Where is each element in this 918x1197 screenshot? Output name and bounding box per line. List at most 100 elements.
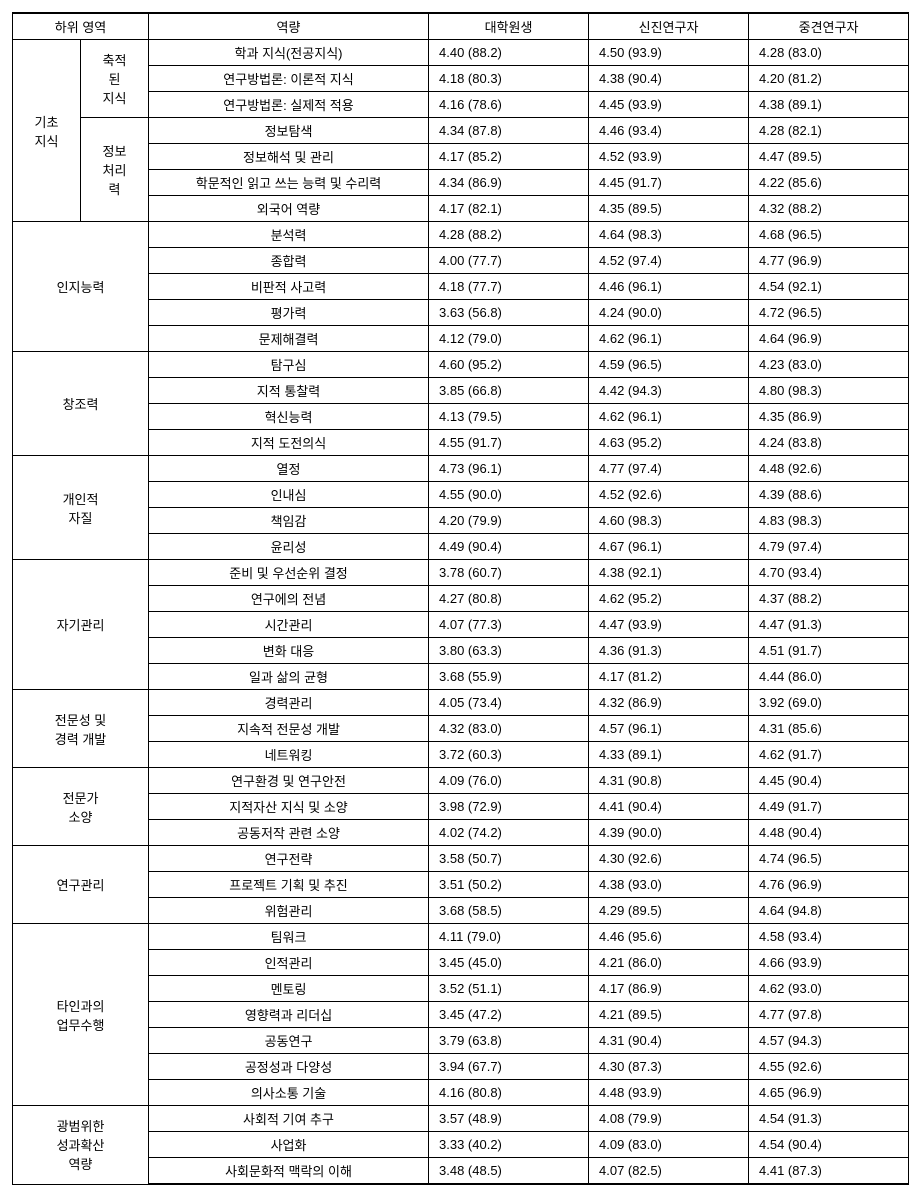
- competency-cell: 공동연구: [149, 1028, 429, 1054]
- junior-value: 4.07 (82.5): [589, 1158, 749, 1185]
- senior-value: 4.44 (86.0): [749, 664, 909, 690]
- junior-value: 4.38 (90.4): [589, 66, 749, 92]
- senior-value: 4.37 (88.2): [749, 586, 909, 612]
- competency-cell: 지속적 전문성 개발: [149, 716, 429, 742]
- grad-value: 4.17 (85.2): [429, 144, 589, 170]
- competency-cell: 열정: [149, 456, 429, 482]
- area-cell: 개인적자질: [13, 456, 149, 560]
- senior-value: 4.62 (91.7): [749, 742, 909, 768]
- competency-cell: 영향력과 리더십: [149, 1002, 429, 1028]
- competency-cell: 인내심: [149, 482, 429, 508]
- grad-value: 4.49 (90.4): [429, 534, 589, 560]
- grad-value: 4.73 (96.1): [429, 456, 589, 482]
- grad-value: 3.94 (67.7): [429, 1054, 589, 1080]
- competency-cell: 지적 도전의식: [149, 430, 429, 456]
- grad-value: 3.48 (48.5): [429, 1158, 589, 1185]
- junior-value: 4.24 (90.0): [589, 300, 749, 326]
- grad-value: 3.79 (63.8): [429, 1028, 589, 1054]
- senior-value: 4.74 (96.5): [749, 846, 909, 872]
- junior-value: 4.39 (90.0): [589, 820, 749, 846]
- grad-value: 3.85 (66.8): [429, 378, 589, 404]
- grad-value: 4.17 (82.1): [429, 196, 589, 222]
- competency-cell: 변화 대응: [149, 638, 429, 664]
- header-junior: 신진연구자: [589, 13, 749, 40]
- competency-cell: 분석력: [149, 222, 429, 248]
- header-grad: 대학원생: [429, 13, 589, 40]
- table-row: 전문가소양연구환경 및 연구안전4.09 (76.0)4.31 (90.8)4.…: [13, 768, 909, 794]
- competency-cell: 인적관리: [149, 950, 429, 976]
- header-competency: 역량: [149, 13, 429, 40]
- senior-value: 4.64 (94.8): [749, 898, 909, 924]
- area-cell: 자기관리: [13, 560, 149, 690]
- competency-cell: 책임감: [149, 508, 429, 534]
- junior-value: 4.09 (83.0): [589, 1132, 749, 1158]
- junior-value: 4.08 (79.9): [589, 1106, 749, 1132]
- junior-value: 4.63 (95.2): [589, 430, 749, 456]
- table-row: 인지능력분석력4.28 (88.2)4.64 (98.3)4.68 (96.5): [13, 222, 909, 248]
- junior-value: 4.50 (93.9): [589, 40, 749, 66]
- grad-value: 3.68 (55.9): [429, 664, 589, 690]
- competency-cell: 학과 지식(전공지식): [149, 40, 429, 66]
- junior-value: 4.17 (86.9): [589, 976, 749, 1002]
- competency-cell: 윤리성: [149, 534, 429, 560]
- grad-value: 4.05 (73.4): [429, 690, 589, 716]
- junior-value: 4.47 (93.9): [589, 612, 749, 638]
- senior-value: 4.20 (81.2): [749, 66, 909, 92]
- grad-value: 4.55 (91.7): [429, 430, 589, 456]
- junior-value: 4.46 (95.6): [589, 924, 749, 950]
- senior-value: 4.49 (91.7): [749, 794, 909, 820]
- senior-value: 4.54 (92.1): [749, 274, 909, 300]
- competency-cell: 외국어 역량: [149, 196, 429, 222]
- grad-value: 3.80 (63.3): [429, 638, 589, 664]
- table-row: 전문성 및경력 개발경력관리4.05 (73.4)4.32 (86.9)3.92…: [13, 690, 909, 716]
- senior-value: 4.39 (88.6): [749, 482, 909, 508]
- grad-value: 4.07 (77.3): [429, 612, 589, 638]
- competency-cell: 일과 삶의 균형: [149, 664, 429, 690]
- competency-cell: 연구방법론: 이론적 지식: [149, 66, 429, 92]
- grad-value: 3.58 (50.7): [429, 846, 589, 872]
- junior-value: 4.38 (93.0): [589, 872, 749, 898]
- senior-value: 4.23 (83.0): [749, 352, 909, 378]
- grad-value: 4.20 (79.9): [429, 508, 589, 534]
- area-cell: 연구관리: [13, 846, 149, 924]
- grad-value: 3.52 (51.1): [429, 976, 589, 1002]
- senior-value: 4.58 (93.4): [749, 924, 909, 950]
- junior-value: 4.62 (95.2): [589, 586, 749, 612]
- area-cell: 전문가소양: [13, 768, 149, 846]
- junior-value: 4.30 (92.6): [589, 846, 749, 872]
- table-row: 정보처리력정보탐색4.34 (87.8)4.46 (93.4)4.28 (82.…: [13, 118, 909, 144]
- junior-value: 4.62 (96.1): [589, 404, 749, 430]
- header-area: 하위 영역: [13, 13, 149, 40]
- grad-value: 3.98 (72.9): [429, 794, 589, 820]
- senior-value: 4.83 (98.3): [749, 508, 909, 534]
- competency-cell: 정보해석 및 관리: [149, 144, 429, 170]
- header-senior: 중견연구자: [749, 13, 909, 40]
- senior-value: 4.22 (85.6): [749, 170, 909, 196]
- junior-value: 4.62 (96.1): [589, 326, 749, 352]
- junior-value: 4.21 (86.0): [589, 950, 749, 976]
- grad-value: 4.11 (79.0): [429, 924, 589, 950]
- grad-value: 4.00 (77.7): [429, 248, 589, 274]
- grad-value: 4.18 (77.7): [429, 274, 589, 300]
- competency-cell: 학문적인 읽고 쓰는 능력 및 수리력: [149, 170, 429, 196]
- competency-cell: 혁신능력: [149, 404, 429, 430]
- junior-value: 4.45 (93.9): [589, 92, 749, 118]
- competency-cell: 시간관리: [149, 612, 429, 638]
- table-row: 자기관리준비 및 우선순위 결정3.78 (60.7)4.38 (92.1)4.…: [13, 560, 909, 586]
- competency-cell: 지적 통찰력: [149, 378, 429, 404]
- senior-value: 4.72 (96.5): [749, 300, 909, 326]
- grad-value: 4.16 (80.8): [429, 1080, 589, 1106]
- competency-cell: 사회적 기여 추구: [149, 1106, 429, 1132]
- senior-value: 4.31 (85.6): [749, 716, 909, 742]
- senior-value: 4.62 (93.0): [749, 976, 909, 1002]
- junior-value: 4.32 (86.9): [589, 690, 749, 716]
- grad-value: 4.09 (76.0): [429, 768, 589, 794]
- senior-value: 4.76 (96.9): [749, 872, 909, 898]
- senior-value: 4.38 (89.1): [749, 92, 909, 118]
- junior-value: 4.52 (92.6): [589, 482, 749, 508]
- competency-cell: 준비 및 우선순위 결정: [149, 560, 429, 586]
- senior-value: 4.41 (87.3): [749, 1158, 909, 1185]
- competency-cell: 위험관리: [149, 898, 429, 924]
- senior-value: 4.77 (97.8): [749, 1002, 909, 1028]
- grad-value: 4.18 (80.3): [429, 66, 589, 92]
